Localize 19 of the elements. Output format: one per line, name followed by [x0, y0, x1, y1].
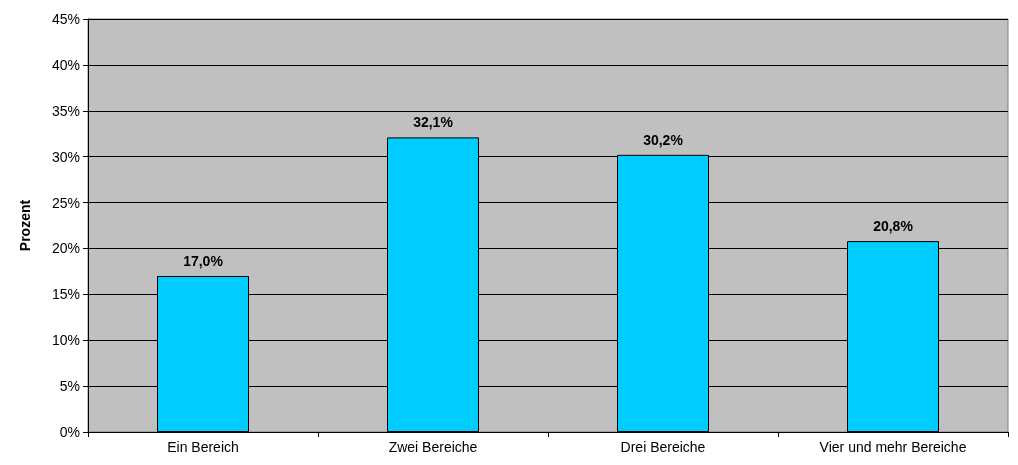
y-tick-label: 20%	[51, 240, 80, 257]
y-tick-label: 35%	[51, 102, 80, 119]
y-tick-label: 45%	[51, 11, 80, 27]
x-tick-label: Drei Bereiche	[620, 439, 706, 455]
y-tick-label: 15%	[51, 286, 80, 303]
data-label: 30,2%	[643, 131, 684, 148]
data-label: 17,0%	[183, 252, 224, 269]
y-tick-label: 5%	[59, 378, 80, 395]
y-tick-label: 40%	[51, 56, 80, 73]
x-tick-label: Ein Bereich	[167, 439, 239, 455]
y-tick-label: 30%	[51, 148, 80, 165]
y-tick-label: 25%	[51, 194, 80, 211]
y-tick-label: 0%	[59, 424, 80, 440]
data-label: 20,8%	[873, 218, 914, 235]
y-tick-label: 10%	[51, 332, 80, 349]
data-label: 32,1%	[413, 114, 454, 131]
x-tick-label: Vier und mehr Bereiche	[819, 439, 967, 455]
x-tick-label: Zwei Bereiche	[388, 439, 478, 455]
y-axis-title: Prozent	[17, 199, 33, 252]
